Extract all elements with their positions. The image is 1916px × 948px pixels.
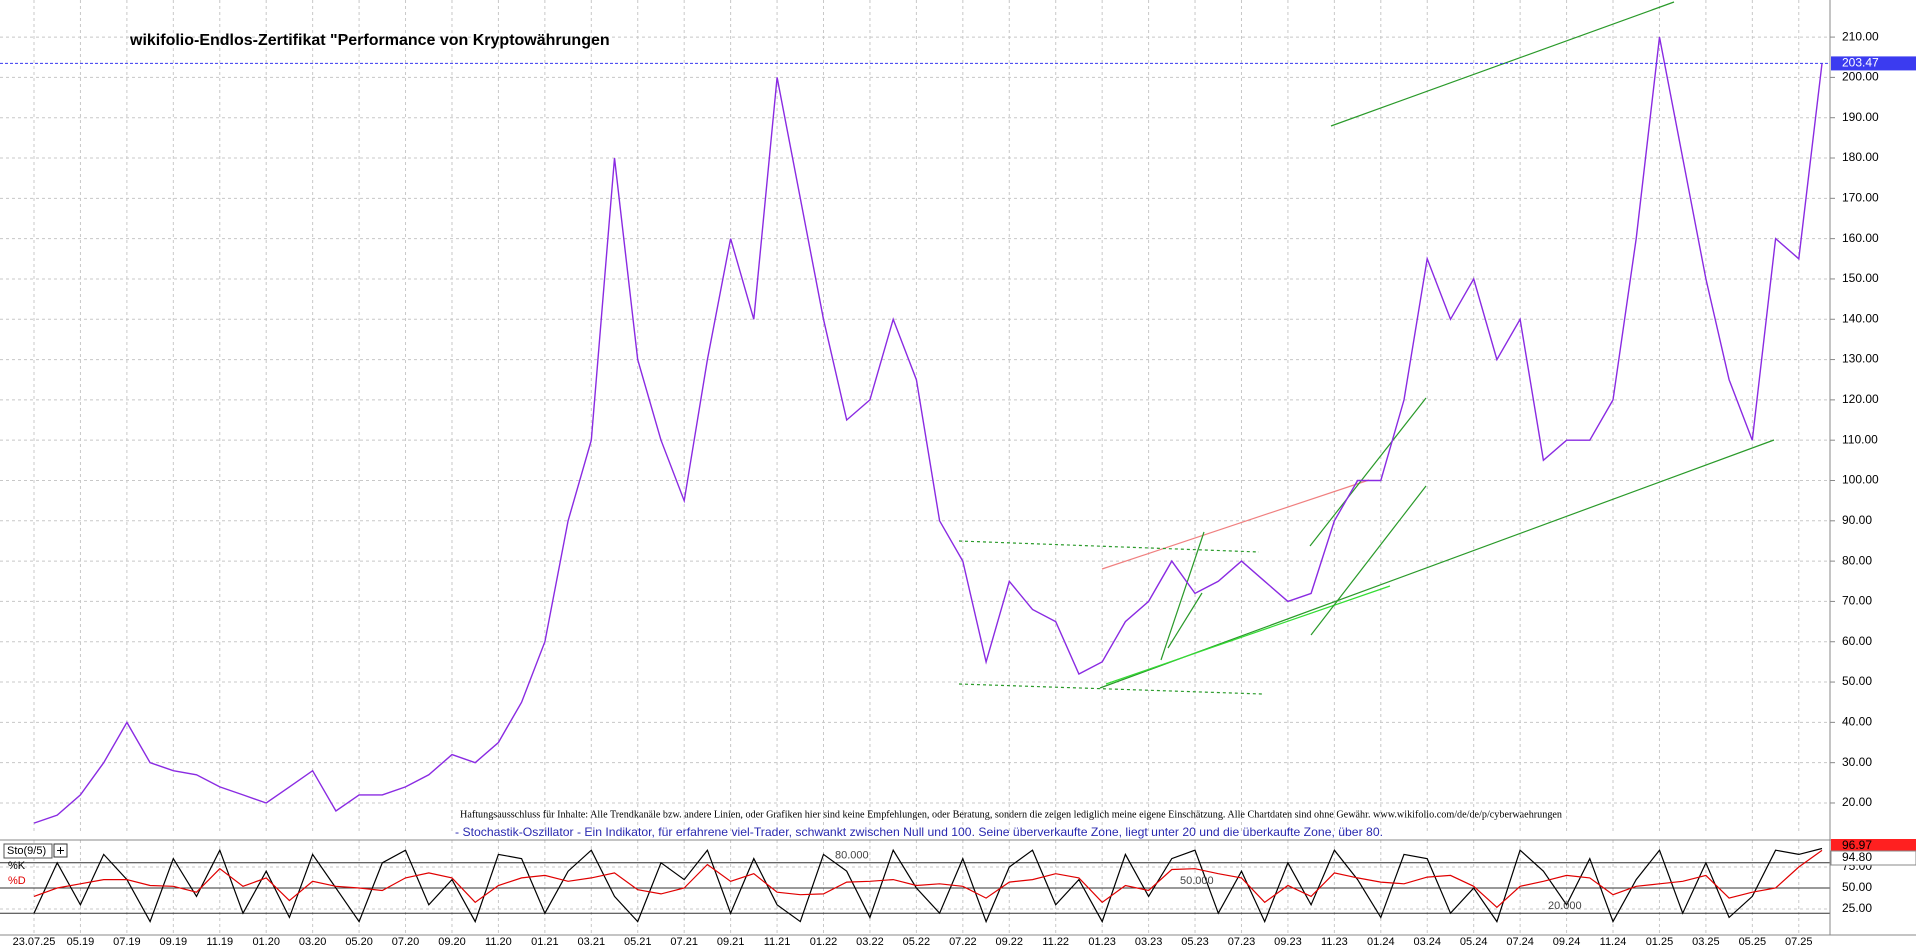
y-tick-label: 80.00 <box>1842 553 1872 567</box>
x-tick-label: 01.21 <box>531 936 559 948</box>
x-tick-label: 07.25 <box>1785 936 1813 948</box>
trend-line <box>1101 479 1370 570</box>
y-tick-label: 120.00 <box>1842 392 1879 406</box>
y-tick-label: 170.00 <box>1842 190 1879 204</box>
trend-line <box>1310 485 1427 636</box>
x-tick-label: 11.23 <box>1321 936 1348 948</box>
series-line <box>33 849 1823 909</box>
x-tick-label: 05.24 <box>1460 936 1488 948</box>
x-tick-label: 05.20 <box>345 936 373 948</box>
x-tick-label: 01.20 <box>252 936 280 948</box>
y-tick-label: 90.00 <box>1842 513 1872 527</box>
x-tick-label: 09.24 <box>1553 936 1581 948</box>
x-tick-label: 05.25 <box>1739 936 1767 948</box>
trend-line <box>958 683 1263 695</box>
disclaimer: Haftungsausschluss für Inhalte: Alle Tre… <box>460 809 1563 820</box>
indicator-description: - Stochastik-Oszillator - Ein Indikator,… <box>455 825 1383 839</box>
x-tick-label: 07.22 <box>949 936 977 948</box>
x-tick-label: 07.20 <box>392 936 420 948</box>
x-tick-label: 05.23 <box>1181 936 1209 948</box>
x-tick-label: 11.20 <box>485 936 512 948</box>
y-tick-label: 30.00 <box>1842 755 1872 769</box>
y-tick-label: 40.00 <box>1842 715 1872 729</box>
x-tick-label: 05.19 <box>67 936 95 948</box>
legend-k: %K <box>8 860 26 872</box>
x-tick-label: 05.21 <box>624 936 652 948</box>
last-value-box <box>1831 839 1916 853</box>
x-tick-label: 01.22 <box>810 936 838 948</box>
last-value-label: 94.80 <box>1842 850 1872 864</box>
trend-line <box>958 540 1260 553</box>
x-tick-label: 03.21 <box>578 936 606 948</box>
y-tick-label: 210.00 <box>1842 29 1879 43</box>
y-tick-label: 70.00 <box>1842 594 1872 608</box>
x-tick-label: 03.24 <box>1413 936 1441 948</box>
y-tick-label: 100.00 <box>1842 473 1879 487</box>
x-tick-label: 09.19 <box>160 936 188 948</box>
y-tick-label: 200.00 <box>1842 70 1879 84</box>
level-label: 20.000 <box>1548 900 1582 912</box>
x-tick-label: 09.22 <box>996 936 1024 948</box>
indicator-label: Sto(9/5) <box>7 845 46 857</box>
x-tick-label: 07.21 <box>670 936 698 948</box>
grid <box>0 0 1830 935</box>
indicator-box <box>3 843 53 859</box>
x-tick-label: 09.21 <box>717 936 745 948</box>
y-tick-label: 150.00 <box>1842 271 1879 285</box>
y-tick-label: 110.00 <box>1842 432 1878 446</box>
x-tick-label: 11.19 <box>206 936 233 948</box>
trend-line <box>1330 1 1675 127</box>
y-tick-label: 180.00 <box>1842 150 1879 164</box>
x-tick-label: 03.25 <box>1692 936 1720 948</box>
data <box>33 36 1823 924</box>
x-tick-label: 03.22 <box>856 936 884 948</box>
last-value-box <box>1830 850 1916 866</box>
x-tick-label: 23.07.25 <box>13 936 56 948</box>
y2-tick-label: 25.00 <box>1842 901 1872 915</box>
x-tick-label: 03.23 <box>1135 936 1163 948</box>
legend-d: %D <box>8 875 26 887</box>
y-tick-label: 160.00 <box>1842 231 1879 245</box>
x-tick-label: 07.23 <box>1228 936 1256 948</box>
x-tick-label: 01.23 <box>1088 936 1116 948</box>
x-tick-label: 01.25 <box>1646 936 1674 948</box>
chart-title: wikifolio-Endlos-Zertifikat "Performance… <box>129 32 610 49</box>
last-value-label: 203.47 <box>1842 56 1879 70</box>
series-line <box>33 36 1823 824</box>
y-tick-label: 130.00 <box>1842 352 1879 366</box>
trend-lines <box>958 1 1775 695</box>
y-tick-label: 20.00 <box>1842 795 1872 809</box>
trend-line <box>1309 397 1427 547</box>
x-tick-label: 09.23 <box>1274 936 1302 948</box>
y-tick-label: 140.00 <box>1842 311 1879 325</box>
x-tick-label: 05.22 <box>903 936 931 948</box>
level-label: 50.000 <box>1180 875 1214 887</box>
x-tick-label: 11.22 <box>1042 936 1069 948</box>
last-value-label: 96.97 <box>1842 838 1872 852</box>
x-tick-label: 11.24 <box>1600 936 1627 948</box>
x-tick-label: 07.19 <box>113 936 141 948</box>
trend-line <box>1099 439 1775 689</box>
level-label: 80.000 <box>835 850 869 862</box>
x-tick-label: 01.24 <box>1367 936 1395 948</box>
x-tick-label: 03.20 <box>299 936 327 948</box>
trend-line <box>1105 585 1391 685</box>
y-tick-label: 60.00 <box>1842 634 1872 648</box>
y-tick-label: 50.00 <box>1842 674 1872 688</box>
trend-line <box>1167 592 1203 649</box>
x-tick-label: 07.24 <box>1506 936 1534 948</box>
last-value-box <box>1831 56 1916 71</box>
x-tick-label: 09.20 <box>438 936 466 948</box>
y2-tick-label: 50.00 <box>1842 880 1872 894</box>
y-tick-label: 190.00 <box>1842 110 1879 124</box>
series-line <box>33 847 1823 924</box>
x-tick-label: 11.21 <box>764 936 791 948</box>
trend-line <box>1160 531 1205 661</box>
